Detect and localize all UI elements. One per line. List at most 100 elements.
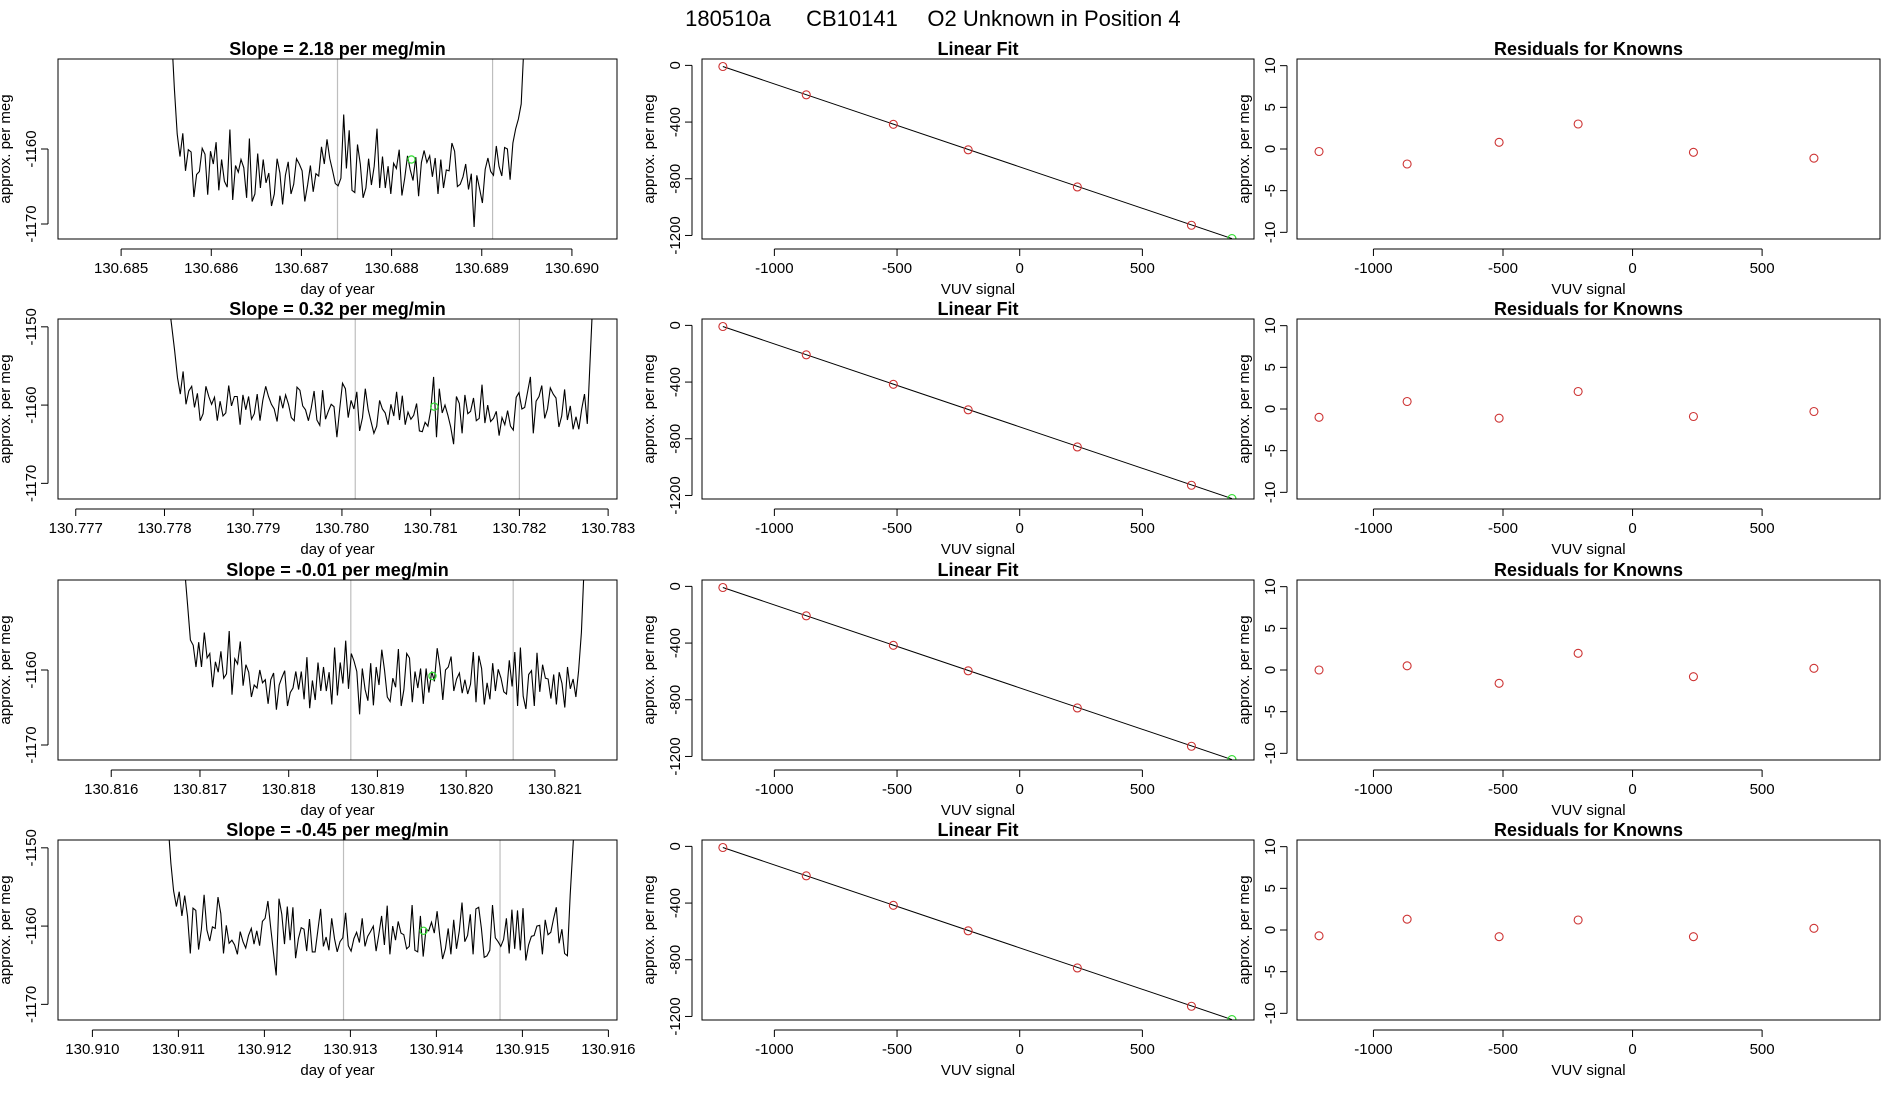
plot-area (1314, 914, 1819, 942)
x-tick-label: -500 (1488, 781, 1518, 798)
x-tick-label: 130.689 (455, 260, 509, 277)
residual-point (1688, 147, 1698, 157)
x-axis-label: VUV signal (1551, 1062, 1625, 1079)
x-axis-label: VUV signal (941, 281, 1015, 298)
known-point (963, 405, 973, 415)
plot-area (184, 580, 585, 760)
y-tick-label: 0 (1262, 145, 1279, 153)
y-axis-label: approx. per meg (0, 94, 14, 203)
y-tick-label: -1150 (23, 308, 40, 345)
plot-area (168, 840, 574, 1020)
x-axis-label: day of year (300, 281, 374, 298)
x-tick-label: 130.781 (404, 520, 458, 537)
x-tick-label: 130.915 (495, 1041, 549, 1058)
y-tick-label: -5 (1262, 444, 1279, 457)
panel-linear-fit-row-3: Linear Fit -1000 -500 0 500 VUV signal -1200 -8… (641, 560, 1255, 819)
x-tick-label: 0 (1016, 260, 1024, 277)
y-tick-label: 0 (667, 582, 684, 590)
plot-frame (57, 839, 618, 1021)
residual-point (1573, 119, 1583, 129)
y-tick-label: 5 (1262, 884, 1279, 892)
unknown-mean-point (419, 926, 428, 935)
plot-frame (57, 318, 618, 500)
x-axis-label: VUV signal (941, 802, 1015, 819)
residual-point (1688, 672, 1698, 682)
y-axis-label: approx. per meg (0, 875, 14, 984)
known-point (801, 90, 811, 100)
plot-frame (1296, 318, 1881, 500)
y-tick-label: -1200 (667, 216, 684, 254)
y-tick-label: 0 (1262, 926, 1279, 934)
x-tick-label: 0 (1628, 1041, 1636, 1058)
x-tick-label: 0 (1016, 1041, 1024, 1058)
plot-area (170, 319, 593, 499)
y-tick-label: -1160 (23, 386, 40, 423)
y-tick-label: -1170 (23, 726, 40, 763)
residual-point (1573, 915, 1583, 925)
residual-point (1494, 413, 1504, 423)
known-point (1186, 741, 1196, 751)
panels-grid: Slope = 2.18 per meg/min 130.685 130.686 13… (0, 39, 1881, 1079)
known-point (1072, 442, 1082, 452)
fit-line (722, 326, 1233, 499)
panel-title: Linear Fit (937, 560, 1018, 580)
y-tick-label: 10 (1262, 57, 1279, 74)
x-tick-label: -500 (882, 260, 912, 277)
known-point (888, 379, 898, 389)
residual-point (1809, 923, 1819, 933)
unknown-mean-point (428, 671, 437, 681)
panel-title: Linear Fit (937, 820, 1018, 840)
x-tick-label: 0 (1628, 520, 1636, 537)
y-tick-label: 5 (1262, 363, 1279, 371)
residual-point (1314, 931, 1324, 941)
x-axis-label: VUV signal (1551, 281, 1625, 298)
x-tick-label: 500 (1130, 781, 1155, 798)
panel-title: Slope = 2.18 per meg/min (229, 39, 446, 59)
known-point (1186, 220, 1196, 230)
residual-point (1314, 146, 1324, 157)
x-tick-label: 130.782 (492, 520, 546, 537)
residual-point (1494, 678, 1504, 688)
y-tick-label: 0 (667, 842, 684, 850)
y-tick-label: -1200 (667, 737, 684, 775)
x-tick-label: 500 (1130, 1041, 1155, 1058)
residual-point (1402, 914, 1412, 924)
panel-timeseries-row-2: Slope = 0.32 per meg/min 130.777 130.778 13… (0, 299, 635, 558)
y-tick-label: -10 (1262, 481, 1279, 503)
x-tick-label: 130.688 (364, 260, 418, 277)
y-tick-label: 10 (1262, 838, 1279, 855)
panel-timeseries-row-1: Slope = 2.18 per meg/min 130.685 130.686 13… (0, 39, 618, 298)
y-tick-label: -1160 (23, 130, 40, 167)
figure-title-description: O2 Unknown in Position 4 (927, 6, 1180, 31)
y-tick-label: -10 (1262, 742, 1279, 764)
plot-area (172, 59, 524, 239)
residual-point (1809, 406, 1819, 417)
x-tick-label: -500 (882, 781, 912, 798)
x-tick-label: -500 (882, 1041, 912, 1058)
x-tick-label: 130.910 (65, 1041, 119, 1058)
panel-timeseries-row-3: Slope = -0.01 per meg/min 130.816 130.817 1… (0, 560, 618, 819)
x-tick-label: 130.916 (581, 1041, 635, 1058)
x-axis-label: VUV signal (941, 1062, 1015, 1079)
x-axis-label: VUV signal (941, 541, 1015, 558)
residual-point (1573, 386, 1583, 397)
x-tick-label: 130.821 (528, 781, 582, 798)
panel-title: Residuals for Knowns (1494, 39, 1683, 59)
x-tick-label: 130.779 (226, 520, 280, 537)
known-point (963, 145, 973, 155)
residual-point (1809, 153, 1819, 163)
panel-title: Linear Fit (937, 299, 1018, 319)
residual-point (1573, 648, 1583, 658)
x-tick-label: 130.686 (184, 260, 238, 277)
x-tick-label: 130.914 (409, 1041, 463, 1058)
plot-area (718, 321, 1237, 499)
known-point (1072, 963, 1082, 973)
known-point (1186, 1001, 1196, 1011)
panel-title: Slope = 0.32 per meg/min (229, 299, 446, 319)
residual-point (1688, 411, 1698, 422)
plot-frame (701, 579, 1255, 761)
plot-frame (701, 58, 1255, 240)
plot-area (718, 842, 1237, 1020)
plot-area (1314, 386, 1819, 423)
y-axis-label: approx. per meg (0, 615, 14, 724)
